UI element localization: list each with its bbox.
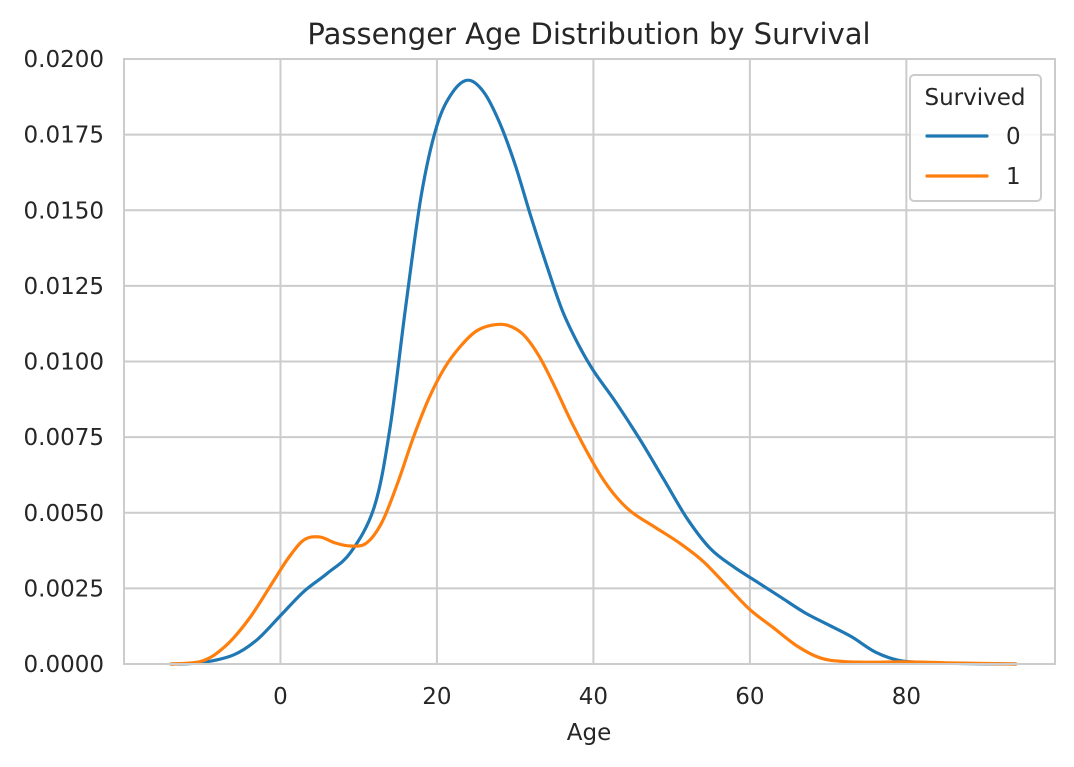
y-tick-label: 0.0175 — [24, 123, 104, 149]
y-tick-label: 0.0075 — [24, 425, 104, 451]
legend-label-0: 0 — [1006, 124, 1021, 150]
y-axis-ticks: 0.0000 0.0025 0.0050 0.0075 0.0100 0.0125 0.01… — [24, 47, 104, 678]
plot-frame — [123, 58, 1056, 665]
y-tick-label: 0.0200 — [24, 47, 104, 73]
legend: Survived 01 — [909, 74, 1042, 202]
x-tick-label: 80 — [892, 684, 921, 710]
y-tick-label: 0.0025 — [24, 576, 104, 602]
series-line-1 — [169, 322, 1018, 666]
legend-label-1: 1 — [1006, 164, 1021, 190]
y-tick-label: 0.0000 — [24, 652, 104, 678]
y-tick-label: 0.0050 — [24, 501, 104, 527]
x-tick-label: 60 — [735, 684, 764, 710]
series-layer — [169, 78, 1018, 666]
x-tick-label: 20 — [422, 684, 451, 710]
x-axis-ticks: 0 20 40 60 80 — [273, 684, 921, 710]
legend-box — [909, 74, 1042, 202]
series-line-0 — [169, 78, 1018, 666]
y-tick-label: 0.0125 — [24, 274, 104, 300]
x-tick-label: 40 — [579, 684, 608, 710]
legend-title: Survived — [925, 85, 1026, 111]
x-tick-label: 0 — [273, 684, 288, 710]
chart-title: Passenger Age Distribution by Survival — [307, 17, 870, 51]
x-axis-label: Age — [567, 720, 611, 746]
y-tick-label: 0.0100 — [24, 350, 104, 376]
legend-items: 01 — [925, 124, 1021, 190]
y-tick-label: 0.0150 — [24, 198, 104, 224]
